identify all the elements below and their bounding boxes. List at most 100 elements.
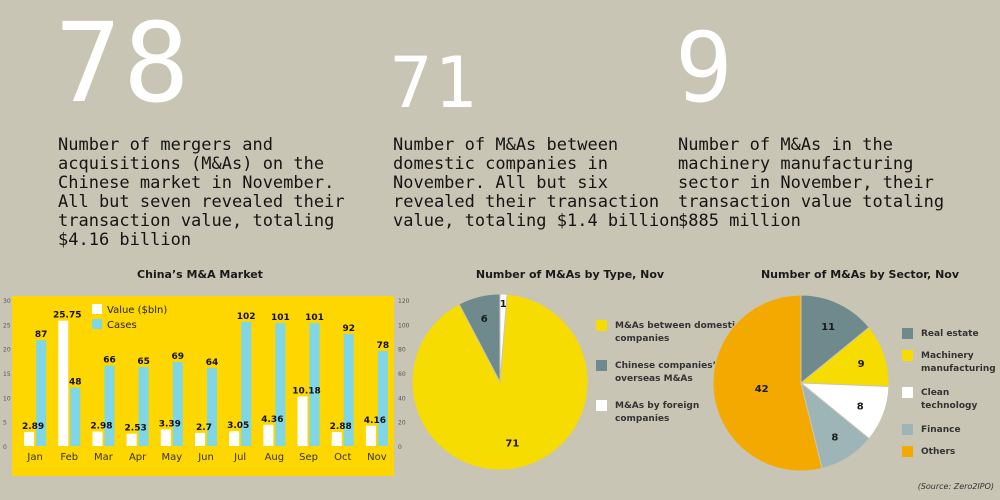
left-axis-tick: 25: [3, 322, 11, 329]
legend-swatch: [902, 446, 913, 457]
slice-label: 1: [500, 299, 507, 310]
stat-description-total: Number of mergers and acquisitions (M&As…: [58, 135, 345, 250]
legend-swatch: [596, 320, 607, 331]
pie-slice: [800, 294, 870, 385]
bar-cases: [70, 387, 81, 446]
legend-swatch: [596, 400, 607, 411]
bar-chart-title: China’s M&A Market: [137, 268, 263, 281]
left-axis-tick: 15: [3, 371, 11, 378]
legend-label: M&As between domestic companies: [615, 321, 741, 344]
category-label: Jun: [197, 452, 214, 463]
legend-label: Clean technology: [921, 388, 978, 411]
category-label: Jan: [26, 452, 42, 463]
bar-value: [229, 431, 240, 446]
value-data-label: 25.75: [53, 311, 81, 321]
category-label: Feb: [60, 452, 78, 463]
left-axis-tick: 10: [3, 395, 11, 402]
category-label: Jul: [233, 452, 246, 463]
sector-pie-title: Number of M&As by Sector, Nov: [760, 268, 960, 281]
value-data-label: 3.39: [159, 420, 181, 430]
cases-data-label: 64: [206, 358, 219, 368]
slice-label: 8: [831, 433, 838, 444]
bar-cases: [309, 323, 320, 446]
value-data-label: 2.88: [330, 422, 352, 432]
type-pie-title: Number of M&As by Type, Nov: [475, 268, 665, 281]
bar-cases: [377, 351, 388, 446]
bar-value: [58, 320, 69, 446]
bar-value: [263, 424, 274, 446]
bar-cases: [138, 366, 149, 446]
legend-swatch: [902, 350, 913, 361]
left-axis-tick: 20: [3, 347, 11, 354]
bar-cases: [343, 334, 354, 446]
cases-data-label: 66: [103, 356, 116, 366]
stat-number-domestic: 71: [390, 42, 479, 124]
slice-label: 8: [857, 401, 864, 412]
legend-swatch: [92, 304, 102, 314]
legend-label: Finance: [921, 425, 961, 435]
stat-number-machinery: 9: [675, 12, 735, 124]
legend-swatch: [92, 319, 102, 329]
pie-slice: [712, 294, 823, 472]
category-label: Apr: [129, 452, 147, 463]
slice-label: 6: [481, 314, 488, 325]
sector-pie-legend: Real estate Machinery manufacturing Clean …: [902, 328, 1000, 458]
legend-label: Chinese companies’ overseas M&As: [615, 361, 716, 384]
right-axis-tick: 40: [398, 395, 406, 402]
type-pie-legend: M&As between domestic companies Chinese c…: [596, 320, 746, 450]
pie-slice: [799, 326, 890, 388]
bar-value: [160, 429, 171, 446]
legend-label: Real estate: [921, 329, 979, 339]
source-note: (Source: Zero2IPO): [917, 482, 994, 491]
stat-description-machinery: Number of M&As in the machinery manufact…: [678, 135, 945, 231]
left-axis-tick: 30: [3, 298, 11, 305]
bar-cases: [275, 323, 286, 446]
slice-label: 11: [821, 322, 835, 333]
category-label: Nov: [367, 452, 387, 463]
category-label: Aug: [265, 452, 285, 463]
value-data-label: 10.18: [292, 386, 320, 396]
bar-cases: [241, 321, 252, 446]
cases-data-label: 48: [69, 378, 82, 388]
legend-swatch: [902, 387, 913, 398]
bar-cases: [207, 368, 217, 446]
legend-swatch: [902, 424, 913, 435]
value-data-label: 2.98: [90, 421, 112, 431]
cases-data-label: 69: [172, 352, 185, 362]
sector-pie-chart: 11 9 8 8 42: [712, 294, 890, 472]
left-axis-tick: 0: [3, 444, 7, 451]
pie-slice: [411, 293, 589, 471]
cases-data-label: 92: [342, 324, 355, 334]
right-axis-tick: 0: [398, 444, 402, 451]
pie-slice: [499, 293, 508, 383]
bar-value: [92, 431, 103, 446]
cases-data-label: 102: [237, 312, 256, 322]
bar-cases: [104, 365, 115, 446]
slice-label: 42: [755, 384, 769, 395]
right-axis-tick: 120: [398, 298, 410, 305]
bar-value: [195, 432, 205, 446]
legend-swatch: [596, 360, 607, 371]
cases-data-label: 78: [377, 341, 390, 351]
bar-value: [126, 433, 137, 446]
stat-number-total: 78: [55, 0, 192, 127]
cases-data-label: 101: [271, 313, 290, 323]
cases-data-label: 87: [35, 330, 48, 340]
type-pie-chart: 71 6 1: [411, 293, 589, 471]
bar-value: [297, 396, 308, 446]
legend-label: M&As by foreign companies: [615, 401, 700, 424]
bar-value: [331, 431, 342, 446]
bar-cases: [172, 362, 183, 446]
category-label: Oct: [334, 452, 351, 463]
legend-label: Machinery manufacturing: [921, 351, 996, 374]
value-data-label: 4.36: [261, 415, 283, 425]
right-axis-tick: 60: [398, 371, 406, 378]
cases-data-label: 101: [305, 313, 324, 323]
value-data-label: 2.7: [196, 423, 212, 433]
category-label: May: [161, 452, 182, 463]
right-axis-tick: 100: [398, 322, 410, 329]
value-data-label: 3.05: [227, 421, 249, 431]
left-axis-tick: 5: [3, 420, 7, 427]
bar-value: [24, 431, 35, 446]
category-label: Sep: [299, 452, 318, 463]
